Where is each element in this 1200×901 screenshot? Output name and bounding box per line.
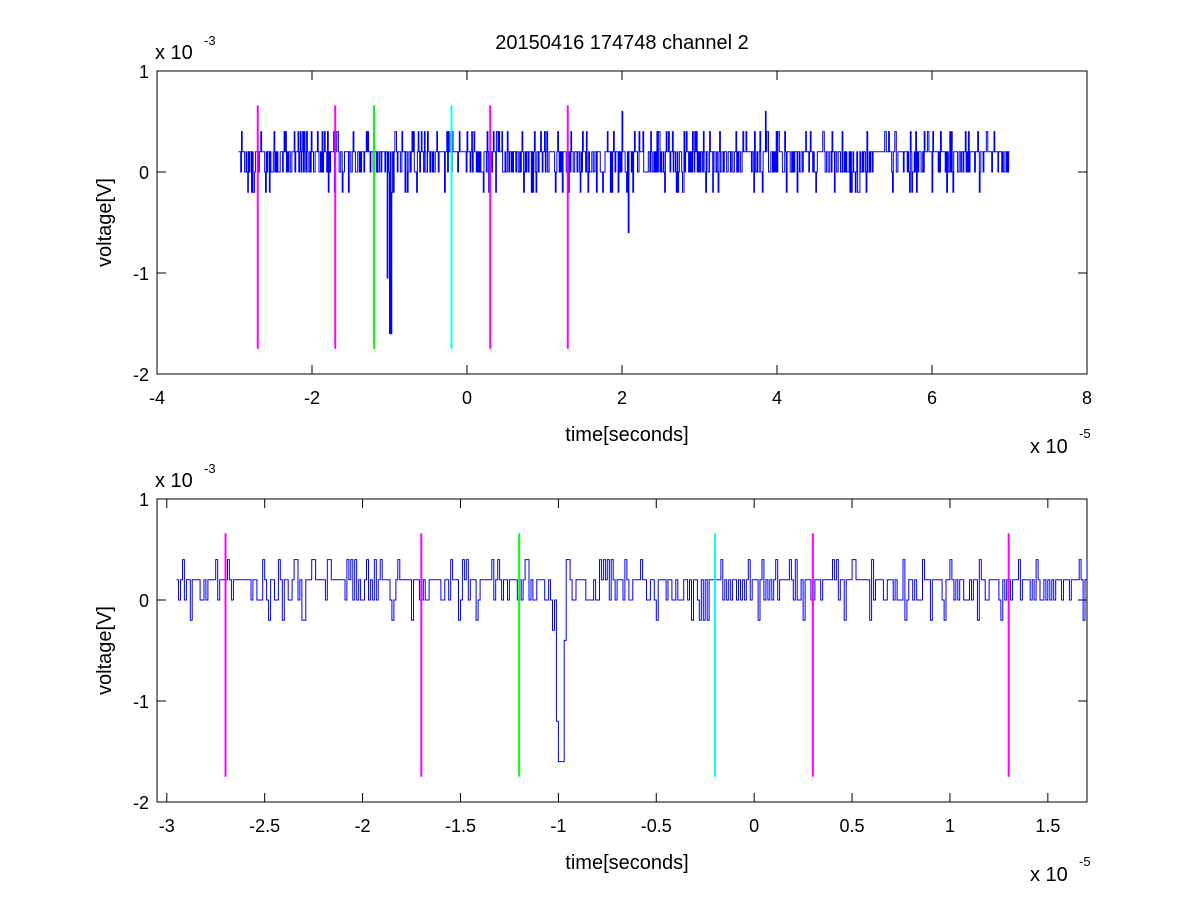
x-tick-label: 1: [945, 816, 955, 836]
x-tick-label: 0: [749, 816, 759, 836]
x-tick-label: -3: [159, 816, 175, 836]
x-tick-label: -0.5: [641, 816, 672, 836]
y-tick-label: -2: [133, 793, 149, 813]
x-tick-label: -2: [355, 816, 371, 836]
x-tick-label: 8: [1082, 388, 1092, 408]
y-axis-label: voltage[V]: [94, 178, 116, 267]
x-tick-label: 4: [772, 388, 782, 408]
x-tick-label: -4: [149, 388, 165, 408]
x-tick-label: 6: [927, 388, 937, 408]
x-tick-label: 2: [617, 388, 627, 408]
y-tick-label: 1: [139, 62, 149, 82]
x-tick-label: -2: [304, 388, 320, 408]
y-tick-label: -1: [133, 692, 149, 712]
y-axis-label: voltage[V]: [94, 606, 116, 695]
x-tick-label: -2.5: [249, 816, 280, 836]
x-multiplier: x 10: [1030, 864, 1068, 886]
bottom-plot: -3 -2.5 -2 -1.5 -1 -0.5 0 0.5 1 1.5 -2 -1 0 1 time[sec…: [94, 461, 1091, 886]
axes-box: [156, 498, 1088, 803]
y-multiplier-exponent: -3: [204, 33, 216, 48]
y-tick-label: 0: [139, 163, 149, 183]
y-tick-label: -2: [133, 365, 149, 385]
y-multiplier-exponent: -3: [204, 461, 216, 476]
y-tick-label: 0: [139, 591, 149, 611]
x-multiplier-exponent: -5: [1079, 854, 1091, 869]
x-multiplier-exponent: -5: [1079, 426, 1091, 441]
x-tick-label: 1.5: [1035, 816, 1060, 836]
signal-trace: [176, 559, 1087, 763]
x-axis-label: time[seconds]: [565, 424, 688, 446]
x-tick-label: 0: [462, 388, 472, 408]
y-tick-label: -1: [133, 264, 149, 284]
x-tick-label: -1.5: [445, 816, 476, 836]
y-multiplier: x 10: [155, 42, 193, 64]
x-tick-label: 0.5: [840, 816, 865, 836]
chart-title: 20150416 174748 channel 2: [495, 32, 749, 54]
y-multiplier: x 10: [155, 470, 193, 492]
top-plot: -4 -2 0 2 4 6 8-2-101time[seconds]voltage[V]20…: [94, 32, 1092, 458]
x-multiplier: x 10: [1030, 436, 1068, 458]
signal-trace: [238, 110, 1010, 335]
x-tick-label: -1: [550, 816, 566, 836]
y-tick-label: 1: [139, 490, 149, 510]
x-axis-label: time[seconds]: [565, 852, 688, 874]
